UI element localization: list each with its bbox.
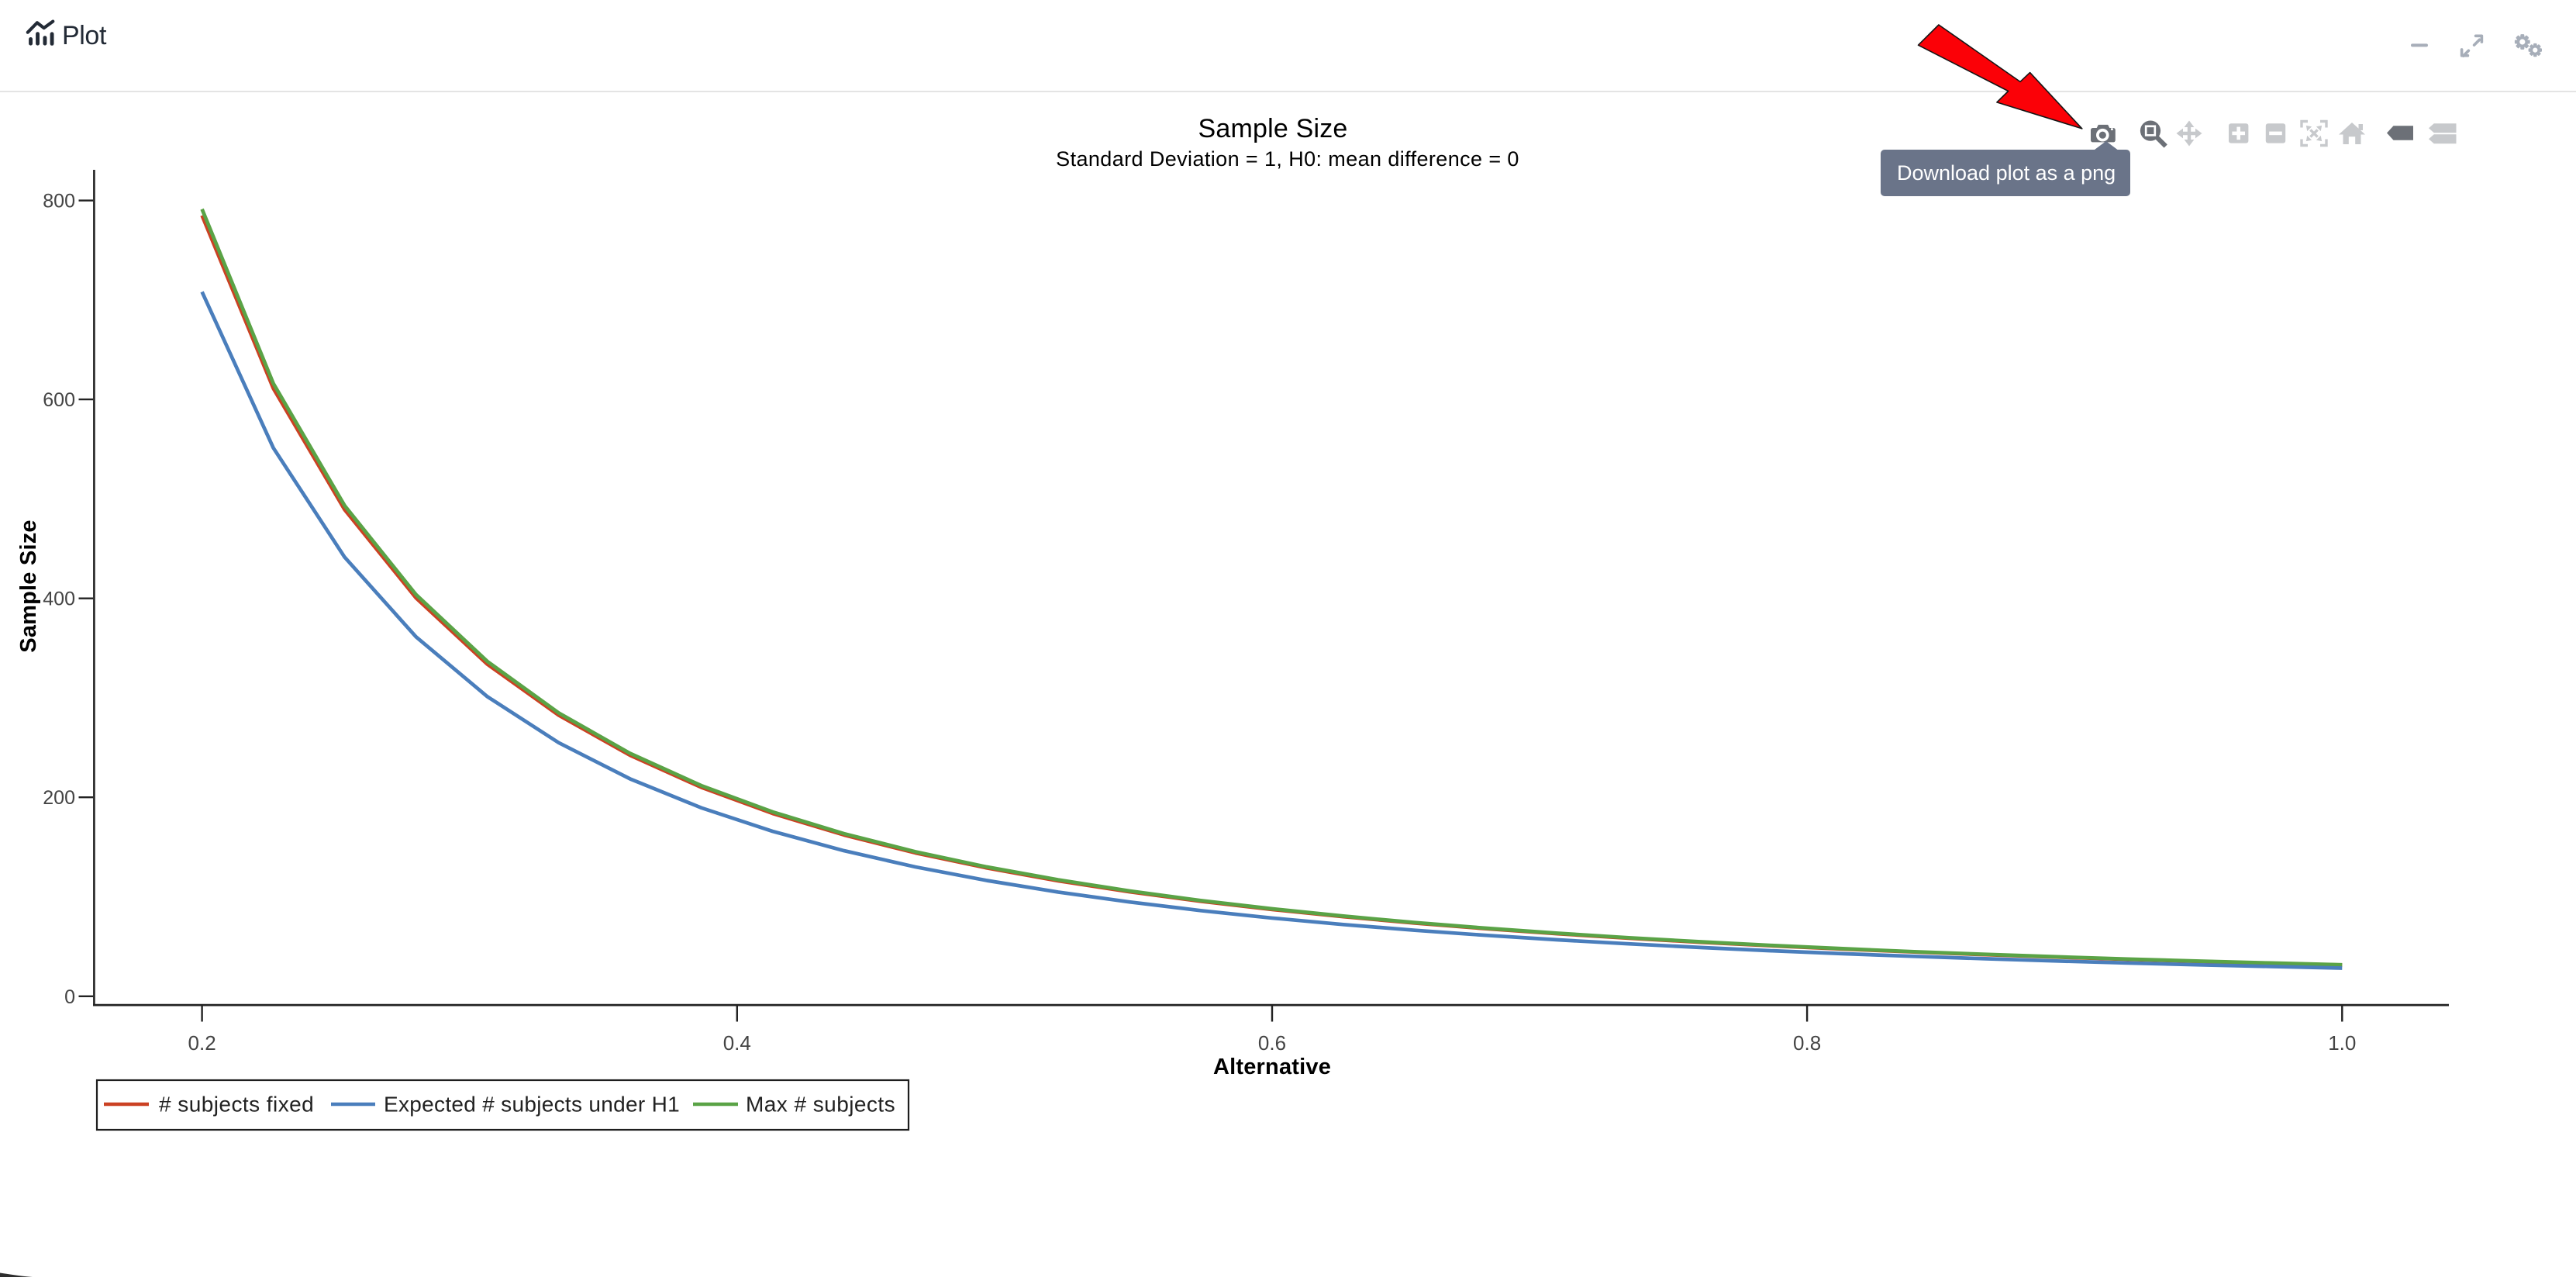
- svg-text:0: 0: [64, 986, 75, 1008]
- svg-text:0.8: 0.8: [1793, 1031, 1821, 1055]
- svg-text:400: 400: [43, 589, 75, 610]
- svg-text:0.6: 0.6: [1258, 1031, 1286, 1055]
- svg-text:800: 800: [43, 191, 75, 212]
- svg-text:600: 600: [43, 389, 75, 411]
- svg-text:Plot: Plot: [62, 21, 107, 50]
- svg-text:Download plot as a png: Download plot as a png: [1897, 161, 2116, 185]
- svg-text:Alternative: Alternative: [1213, 1055, 1331, 1079]
- svg-text:# subjects fixed: # subjects fixed: [159, 1093, 314, 1117]
- svg-text:1.0: 1.0: [2328, 1031, 2356, 1055]
- svg-text:Sample Size: Sample Size: [16, 520, 41, 652]
- svg-text:Sample Size: Sample Size: [1198, 114, 1347, 143]
- svg-text:0.2: 0.2: [188, 1031, 216, 1055]
- svg-text:0.4: 0.4: [723, 1031, 751, 1055]
- svg-text:Standard Deviation = 1, H0: me: Standard Deviation = 1, H0: mean differe…: [1056, 147, 1519, 171]
- svg-text:Expected # subjects under H1: Expected # subjects under H1: [384, 1093, 680, 1117]
- svg-text:Max # subjects: Max # subjects: [746, 1093, 895, 1117]
- svg-text:200: 200: [43, 787, 75, 809]
